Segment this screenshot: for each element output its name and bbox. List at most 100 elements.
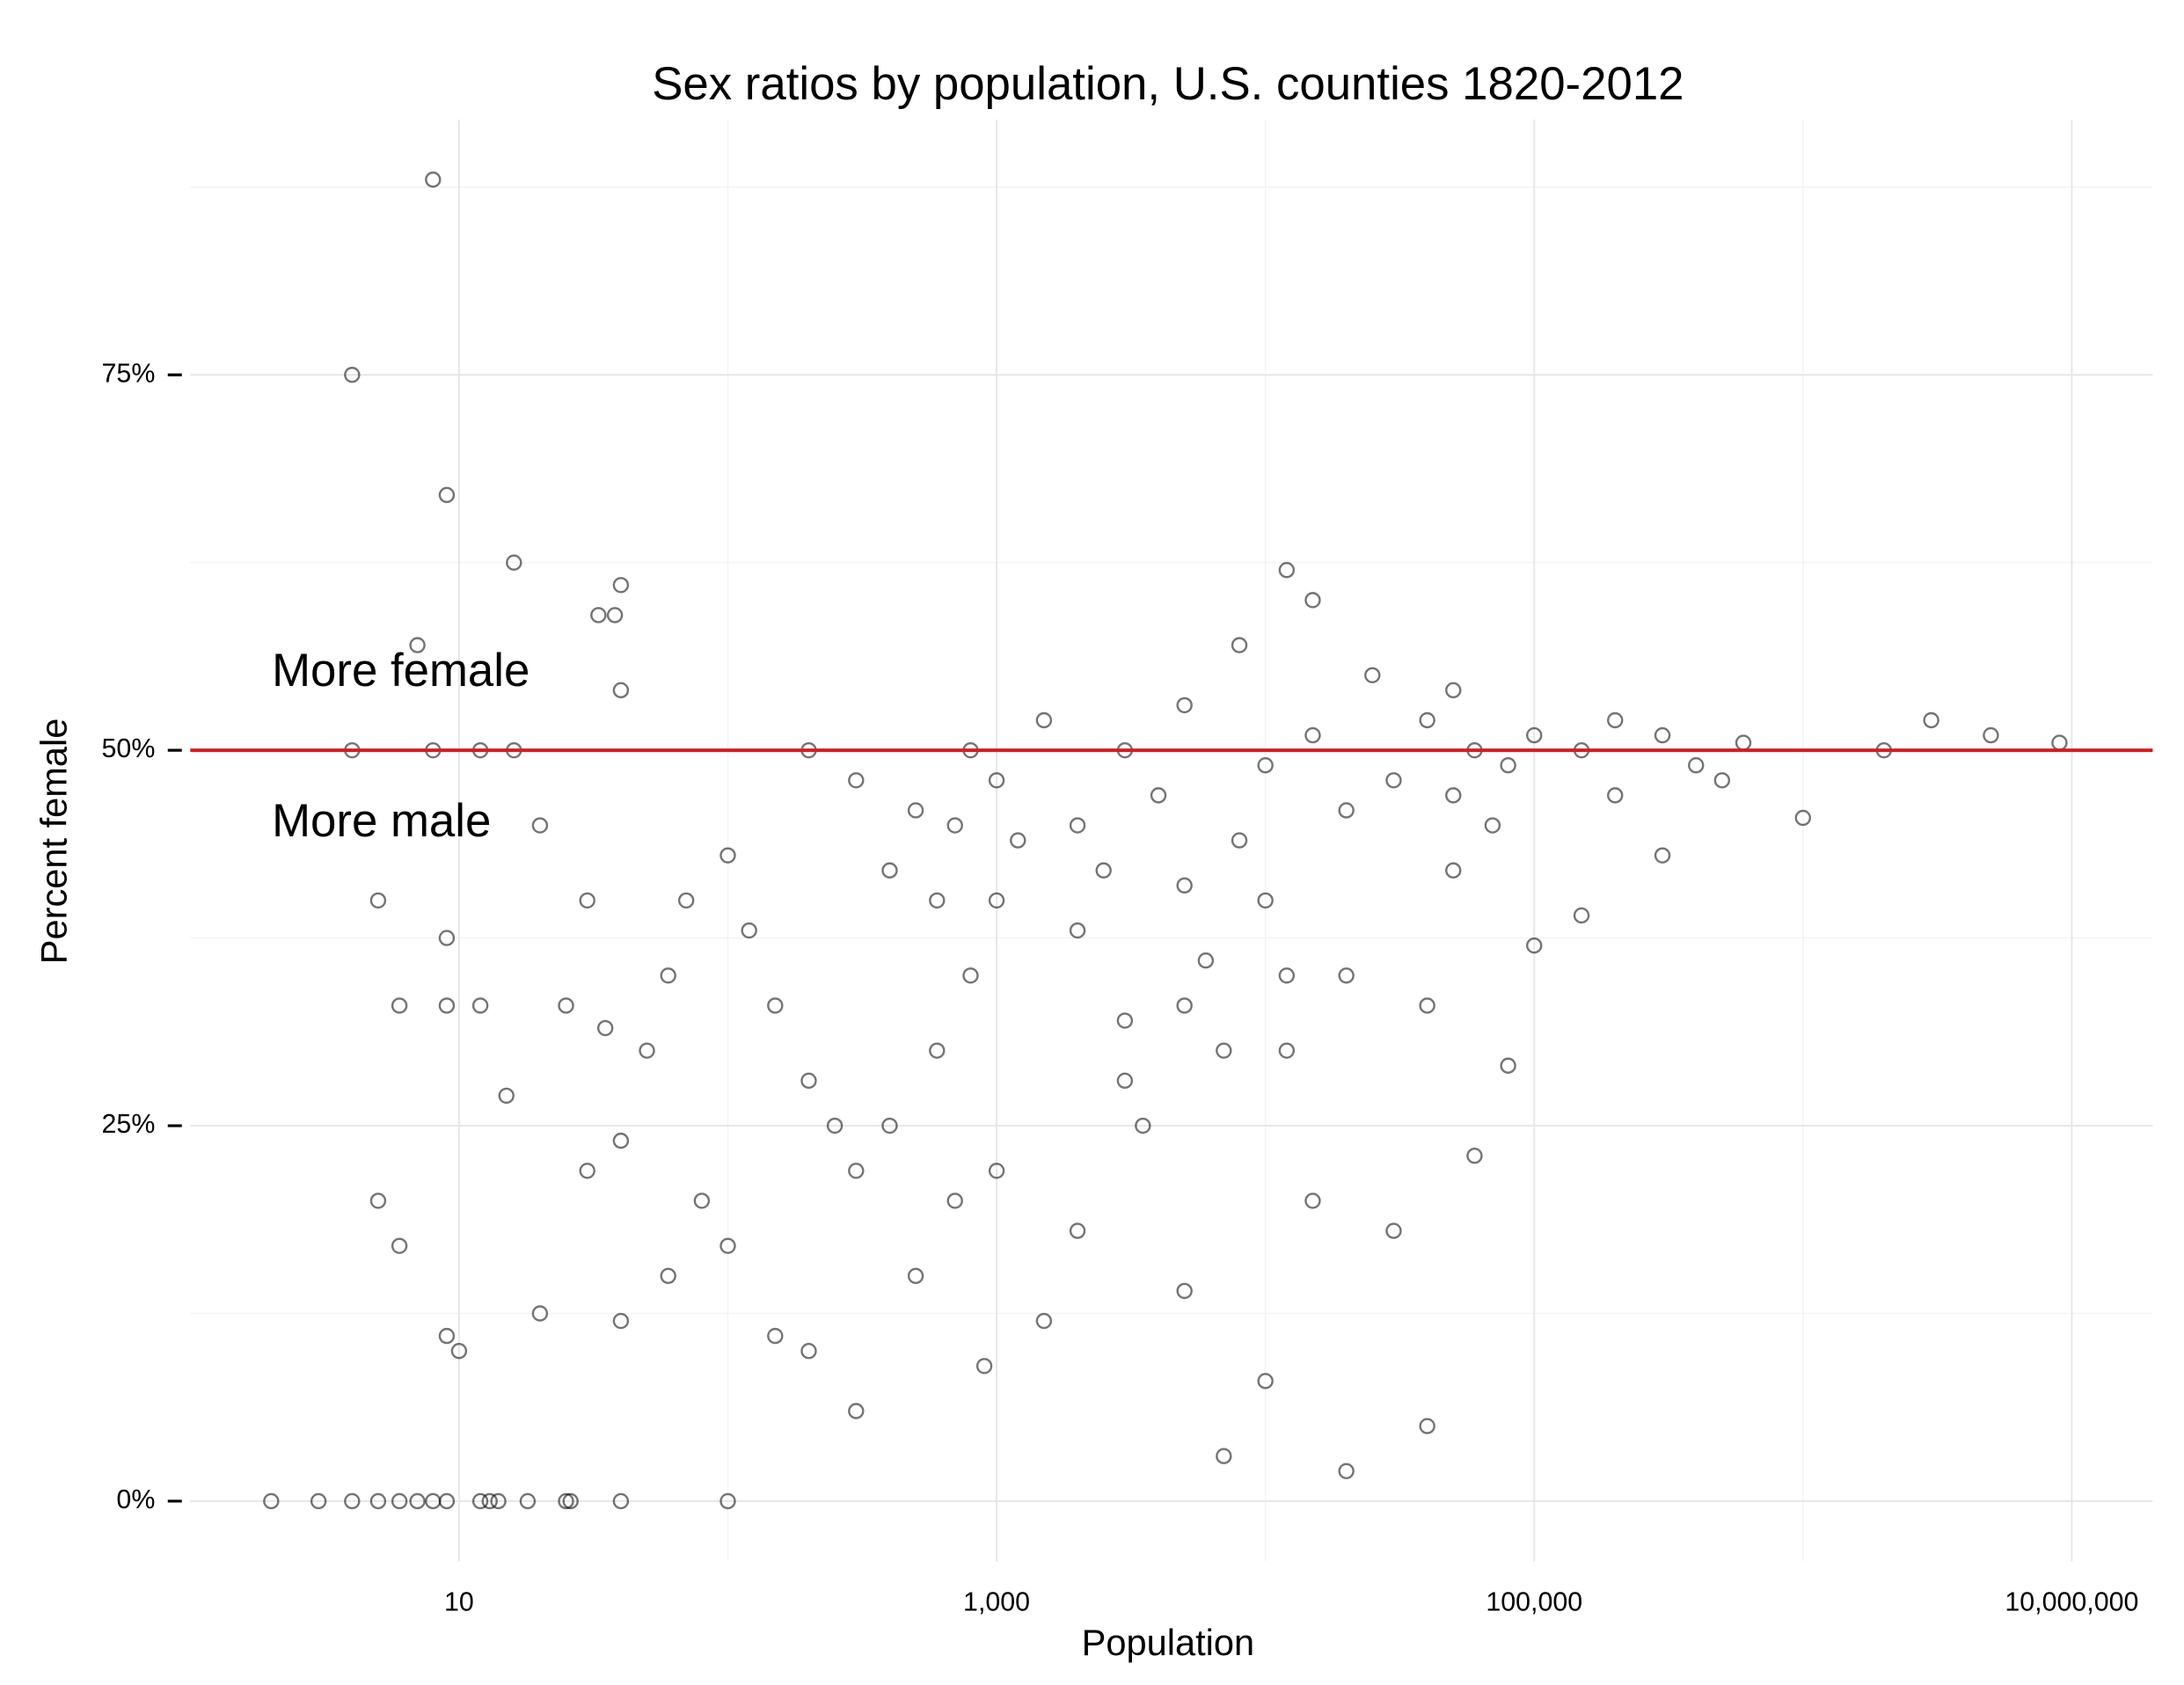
point <box>1713 772 1731 789</box>
point <box>481 1492 498 1510</box>
point <box>471 1492 489 1510</box>
point <box>1304 1193 1321 1209</box>
point <box>946 1193 963 1209</box>
point <box>1445 787 1462 804</box>
point <box>438 997 456 1014</box>
point <box>881 1117 898 1134</box>
y-axis-title: Percent female <box>33 718 74 965</box>
y-tick-label: 75% <box>102 358 156 388</box>
point <box>1735 734 1752 751</box>
point <box>1484 817 1501 834</box>
point <box>1466 1148 1483 1164</box>
point <box>391 1492 408 1510</box>
point <box>1257 1373 1274 1390</box>
point <box>1338 1463 1355 1479</box>
point <box>1526 726 1543 744</box>
point <box>1385 1222 1402 1239</box>
point <box>612 1312 630 1330</box>
point <box>1500 1057 1516 1074</box>
point <box>881 862 898 879</box>
x-tick-label: 10,000,000 <box>2005 1587 2138 1616</box>
point <box>1069 817 1086 834</box>
annotation: More female <box>272 645 530 697</box>
point <box>612 682 630 699</box>
point <box>391 1237 408 1254</box>
point <box>767 997 784 1014</box>
x-axis-title: Population <box>1082 1622 1255 1663</box>
point <box>1445 682 1462 699</box>
point <box>558 997 574 1014</box>
point <box>800 1342 817 1360</box>
x-tick-label: 1,000 <box>963 1587 1030 1616</box>
annotation: More male <box>272 795 491 847</box>
point <box>848 1163 865 1179</box>
point <box>1176 877 1193 894</box>
point <box>719 1492 736 1510</box>
point <box>1010 832 1026 849</box>
point <box>1035 711 1053 729</box>
point <box>596 1019 614 1037</box>
point <box>1095 862 1112 879</box>
point <box>438 1492 456 1510</box>
point <box>612 577 630 594</box>
point <box>425 171 442 188</box>
point <box>1654 726 1671 744</box>
point <box>1419 1418 1435 1434</box>
point <box>741 922 757 939</box>
point <box>907 802 924 819</box>
point <box>1338 802 1355 819</box>
point <box>677 892 695 909</box>
point <box>606 607 624 624</box>
point <box>1500 757 1516 774</box>
point <box>579 892 595 909</box>
point <box>929 892 946 909</box>
point <box>1216 1042 1232 1059</box>
x-tick-label: 100,000 <box>1486 1587 1582 1616</box>
chart-title: Sex ratios by population, U.S. counties … <box>652 58 1684 110</box>
point <box>1304 726 1321 744</box>
point <box>344 367 361 383</box>
point <box>612 1132 630 1149</box>
point <box>693 1193 711 1209</box>
y-tick-label: 0% <box>116 1484 155 1514</box>
point <box>1607 711 1624 729</box>
point <box>1688 757 1705 774</box>
point <box>1607 787 1624 804</box>
point <box>1573 907 1590 924</box>
point <box>719 1237 736 1254</box>
point <box>929 1042 946 1059</box>
point <box>660 967 676 984</box>
point <box>1278 562 1296 579</box>
point <box>344 1492 361 1510</box>
point <box>590 607 607 624</box>
point <box>660 1267 676 1285</box>
point <box>531 817 549 834</box>
point <box>1364 667 1381 683</box>
point <box>639 1042 655 1059</box>
point <box>848 1403 865 1419</box>
point <box>2051 734 2068 751</box>
point <box>490 1492 507 1510</box>
point <box>1526 937 1543 954</box>
point <box>531 1305 549 1322</box>
point <box>438 486 456 504</box>
point <box>1385 772 1402 789</box>
point <box>1983 726 1999 744</box>
point <box>1278 967 1296 984</box>
point <box>1069 922 1086 939</box>
point <box>1419 711 1435 729</box>
point <box>409 1492 426 1510</box>
point <box>369 892 387 909</box>
point <box>719 847 736 864</box>
point <box>1278 1042 1296 1059</box>
point <box>506 554 522 571</box>
point <box>1257 892 1274 909</box>
point <box>1231 637 1248 653</box>
point <box>1150 787 1167 804</box>
point <box>310 1492 327 1510</box>
point <box>1231 832 1248 849</box>
point <box>1197 952 1215 969</box>
point <box>1116 1072 1134 1090</box>
point <box>1794 809 1812 827</box>
